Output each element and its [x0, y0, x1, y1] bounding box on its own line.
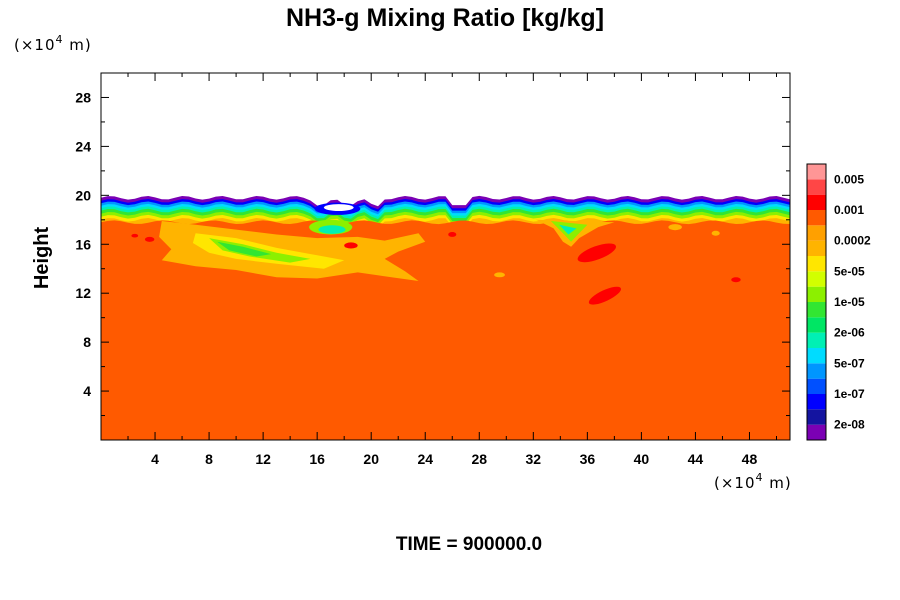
colorbar-swatch	[807, 225, 826, 241]
y-axis-label: Height	[31, 227, 53, 290]
y-unit-suffix: m)	[64, 36, 92, 54]
x-tick-label: 24	[417, 451, 433, 467]
colorbar-label: 1e-05	[834, 295, 865, 309]
colorbar-label: 0.005	[834, 172, 864, 186]
colorbar-swatch	[807, 348, 826, 364]
y-tick-label: 24	[75, 138, 91, 154]
colorbar-swatch	[807, 256, 826, 272]
y-tick-label: 4	[83, 383, 91, 399]
colorbar-swatch	[807, 302, 826, 318]
colorbar: 2e-08 1e-07 5e-07 2e-06 1e-05 5e-05 0.0002 0.00…	[806, 163, 871, 441]
fleck-2	[711, 230, 720, 236]
colorbar-swatch	[807, 363, 826, 379]
fleck-3	[494, 272, 505, 278]
colorbar-swatch	[807, 271, 826, 287]
x-tick-label: 36	[580, 451, 596, 467]
y-axis: 4 8 12 16 20 24 28	[75, 89, 790, 417]
colorbar-swatch	[807, 210, 826, 226]
plume-lime	[209, 238, 311, 263]
notch-white	[323, 204, 354, 211]
plot-frame	[100, 72, 791, 441]
colorbar-swatch	[807, 409, 826, 425]
colorbar-swatch	[807, 164, 826, 180]
dip-aqua	[559, 224, 577, 235]
y-unit-prefix: (×10	[14, 36, 56, 54]
colorbar-swatch	[807, 179, 826, 195]
x-tick-label: 48	[742, 451, 758, 467]
colorbar-swatch	[807, 378, 826, 394]
colorbar-label: 2e-08	[834, 418, 865, 432]
x-unit-label: (×104 m)	[714, 471, 792, 492]
y-tick-label: 12	[75, 285, 91, 301]
colorbar-swatch	[807, 317, 826, 333]
x-tick-label: 40	[634, 451, 650, 467]
colorbar-label: 0.001	[834, 203, 864, 217]
plume-green	[217, 241, 272, 257]
y-unit-label: (×104 m)	[14, 33, 92, 54]
heatmap-field	[101, 195, 790, 440]
y-unit-exponent: 4	[56, 33, 64, 46]
x-tick-label: 16	[309, 451, 325, 467]
colorbar-swatch	[807, 286, 826, 302]
x-tick-label: 12	[255, 451, 271, 467]
chart-title: NH3-g Mixing Ratio [kg/kg]	[286, 4, 604, 32]
colorbar-label: 5e-07	[834, 356, 865, 370]
red-blob-1	[577, 243, 616, 263]
y-tick-label: 28	[75, 89, 91, 105]
red-blob-3	[144, 236, 155, 242]
colorbar-swatch	[807, 332, 826, 348]
fleck-1	[668, 224, 682, 231]
x-tick-label: 20	[363, 451, 379, 467]
red-blob-5	[448, 232, 457, 237]
x-tick-label: 8	[205, 451, 213, 467]
colorbar-frame	[806, 163, 827, 441]
red-blob-7	[344, 242, 358, 249]
x-unit-suffix: m)	[764, 474, 792, 492]
colorbar-label: 0.0002	[834, 234, 871, 248]
x-tick-label: 28	[471, 451, 487, 467]
time-label: TIME = 900000.0	[396, 534, 542, 555]
colorbar-label: 5e-05	[834, 264, 865, 278]
colorbar-label: 2e-06	[834, 326, 865, 340]
x-tick-label: 4	[151, 451, 159, 467]
red-blob-2	[588, 286, 622, 305]
plot-area	[101, 73, 790, 440]
red-blob-4	[131, 233, 139, 238]
colorbar-swatch	[807, 424, 826, 440]
colorbar-swatch	[807, 394, 826, 410]
y-tick-label: 16	[75, 236, 91, 252]
notch-aqua	[318, 225, 346, 234]
x-tick-label: 32	[526, 451, 542, 467]
colorbar-label: 1e-07	[834, 387, 865, 401]
x-tick-label: 44	[688, 451, 704, 467]
x-unit-exponent: 4	[756, 471, 764, 484]
y-tick-label: 8	[83, 334, 91, 350]
y-tick-label: 20	[75, 187, 91, 203]
colorbar-swatch	[807, 194, 826, 210]
x-axis: 4 8 12 16 20 24 28 32 36 40 44 48	[127, 73, 777, 467]
x-unit-prefix: (×10	[714, 474, 756, 492]
red-blob-6	[731, 277, 741, 283]
colorbar-swatch	[807, 240, 826, 256]
